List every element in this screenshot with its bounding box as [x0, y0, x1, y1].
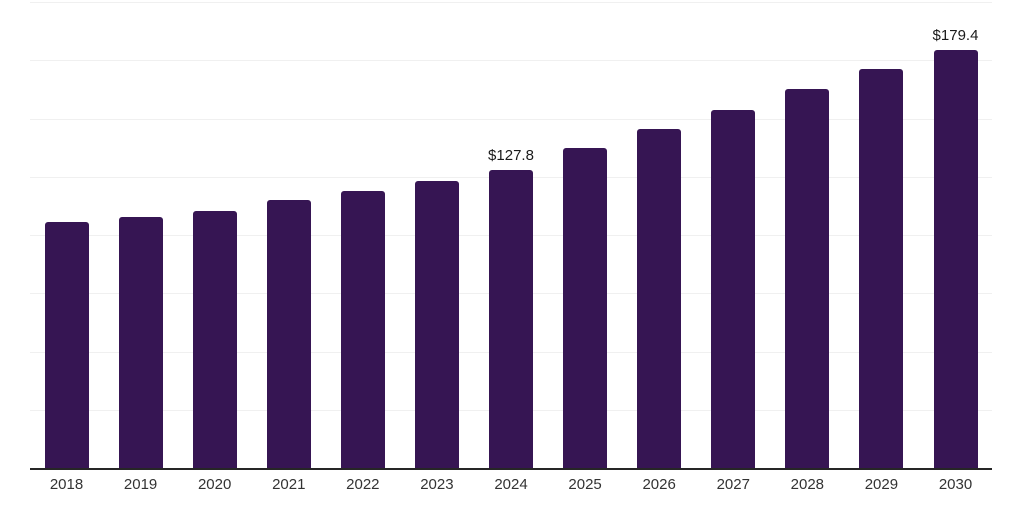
bar-2018 — [44, 221, 89, 468]
bar-2023 — [414, 180, 459, 468]
gridline-175 — [30, 60, 992, 62]
bar-2024 — [489, 170, 533, 468]
bar-2028 — [785, 88, 830, 468]
x-tick-label-2022: 2022 — [346, 476, 380, 493]
bar-value-label-2024: $127.8 — [488, 147, 534, 165]
gridline-150 — [30, 118, 992, 120]
x-tick-label-2019: 2019 — [123, 476, 158, 493]
bar-2029 — [859, 68, 904, 468]
x-tick-label-2025: 2025 — [568, 476, 602, 493]
bar-2022 — [340, 190, 385, 468]
x-tick-label-2028: 2028 — [790, 476, 825, 493]
plot-area: $127.8 $179.4 — [30, 2, 992, 470]
x-tick-label-2018: 2018 — [49, 476, 84, 493]
gridline-200 — [30, 2, 992, 3]
bar-2021 — [266, 200, 311, 468]
x-tick-label-2024: 2024 — [494, 476, 528, 493]
bar-2020 — [192, 210, 237, 468]
bar-2030 — [933, 50, 978, 468]
x-tick-label-2020: 2020 — [197, 476, 232, 493]
bar-2019 — [118, 216, 163, 468]
x-tick-label-2026: 2026 — [642, 476, 676, 493]
x-axis-line — [30, 468, 992, 470]
x-tick-label-2021: 2021 — [272, 476, 306, 493]
bar-value-label-2030: $179.4 — [932, 27, 979, 44]
bar-2025 — [563, 148, 608, 468]
bar-2026 — [637, 129, 682, 468]
x-tick-label-2030: 2030 — [938, 476, 973, 493]
bar-2027 — [711, 110, 756, 468]
x-tick-label-2029: 2029 — [864, 476, 899, 493]
x-tick-label-2023: 2023 — [420, 476, 454, 493]
x-tick-label-2027: 2027 — [716, 476, 750, 493]
